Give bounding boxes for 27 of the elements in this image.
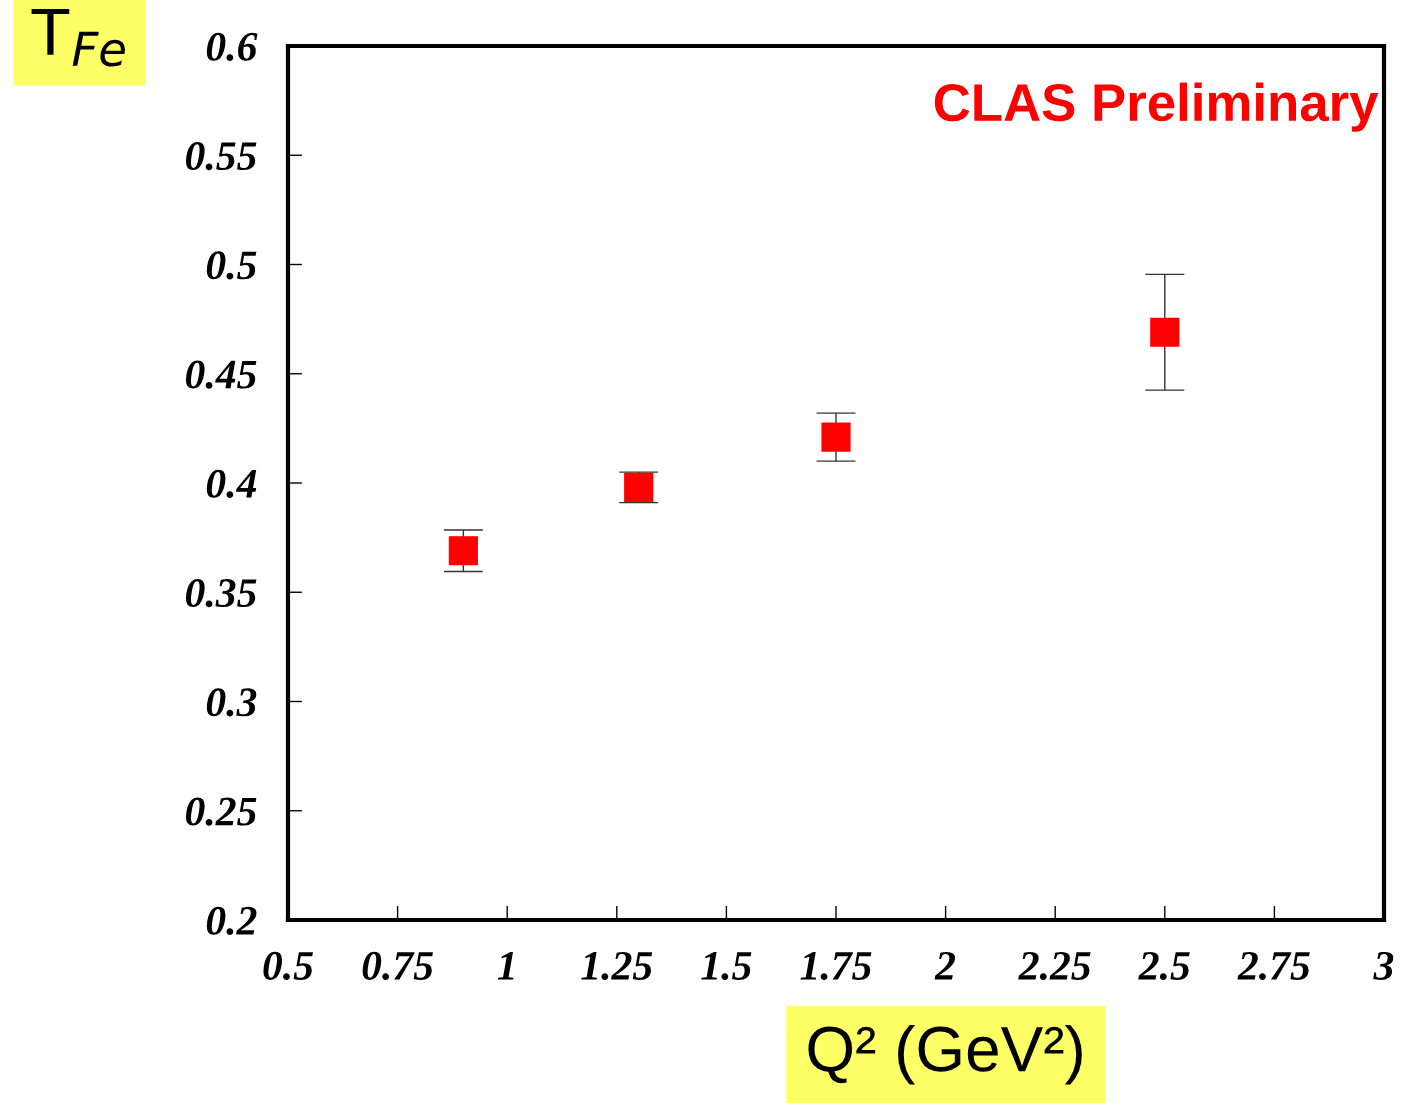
x-tick-label: 0.75 — [362, 951, 433, 981]
y-tick-label: 0.6 — [206, 32, 258, 62]
y-tick-label: 0.35 — [185, 579, 257, 608]
y-tick-label: 0.4 — [206, 469, 257, 499]
y-tick-label: 0.5 — [206, 251, 257, 280]
y-tick-label: 0.2 — [206, 906, 257, 936]
x-tick-label: 3 — [1373, 951, 1394, 980]
annotation: CLAS Preliminary — [934, 82, 1379, 132]
point — [821, 422, 851, 452]
y-tick-label: 0.45 — [185, 360, 257, 389]
point — [448, 536, 478, 566]
point — [1150, 317, 1180, 347]
y-tick-label: 0.55 — [185, 142, 257, 171]
x-tick-label: 1.75 — [800, 951, 872, 981]
y-tick-label: 0.3 — [206, 688, 257, 717]
point — [624, 472, 654, 502]
x-tick-label: 2 — [934, 951, 956, 980]
x-axis-title: Q² (GeV²) — [808, 1024, 1082, 1085]
x-tick-label: 0.5 — [263, 951, 313, 981]
y-axis-title: T$_{Fe}$ — [31, 8, 125, 67]
x-tick-label: 2.75 — [1237, 951, 1310, 981]
y-tick-label: 0.25 — [185, 797, 257, 826]
x-tick-label: 1.5 — [701, 951, 752, 981]
x-tick-label: 2.25 — [1018, 951, 1091, 981]
x-tick-label: 1 — [497, 951, 514, 980]
x-tick-label: 1.25 — [581, 951, 653, 981]
x-tick-label: 2.5 — [1138, 951, 1190, 981]
